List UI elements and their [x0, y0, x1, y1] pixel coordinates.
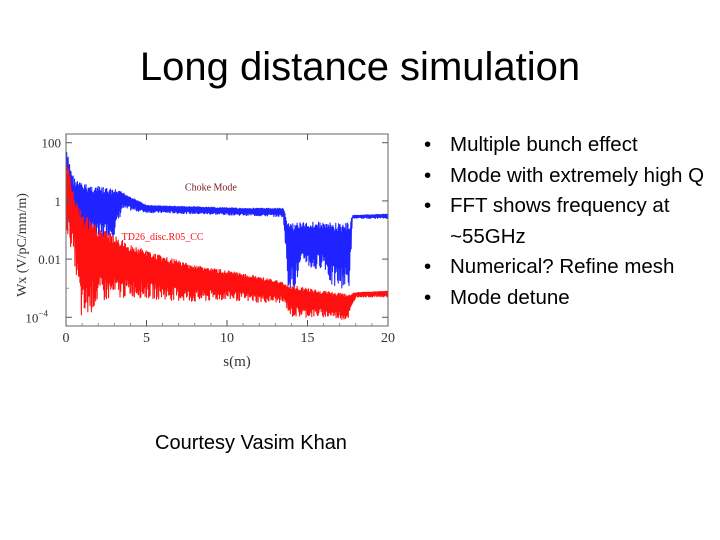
y-tick-label: 0.01	[38, 252, 61, 267]
series-line-choke-mode	[65, 151, 389, 289]
x-tick-label: 10	[220, 331, 234, 346]
y-tick-label: 1	[55, 194, 62, 209]
x-tick-label: 5	[143, 331, 150, 346]
chart-svg: 0 5 10 15 20 100 1 0.01 10−4 s(m) Wx (V/pC/mm/m) C…	[15, 133, 395, 370]
bullet-item: Mode with extremely high Q	[424, 161, 714, 192]
series-line-td26-disc	[65, 165, 389, 320]
td26-disc-annotation: TD26_disc.R05_CC	[122, 232, 204, 243]
y-axis-label: Wx (V/pC/mm/m)	[15, 193, 30, 297]
series-layer	[65, 151, 389, 320]
bullet-list: Multiple bunch effect Mode with extremel…	[424, 130, 714, 313]
annotation-layer: Choke Mode TD26_disc.R05_CC	[122, 183, 238, 243]
bullet-item: Multiple bunch effect	[424, 130, 714, 161]
bullet-item: Mode detune	[424, 283, 714, 314]
bullet-item: FFT shows frequency at ~55GHz	[424, 191, 714, 252]
y-tick-label: 10−4	[25, 308, 48, 325]
courtesy-credit: Courtesy Vasim Khan	[155, 432, 347, 454]
x-tick-label: 0	[63, 331, 70, 346]
y-tick-label: 100	[42, 136, 62, 151]
x-axis-label: s(m)	[223, 354, 251, 370]
bullet-item: Numerical? Refine mesh	[424, 252, 714, 283]
choke-mode-annotation: Choke Mode	[185, 183, 238, 194]
wake-potential-plot: 0 5 10 15 20 100 1 0.01 10−4 s(m) Wx (V/pC/mm/m) C…	[10, 128, 400, 378]
axes-layer: 0 5 10 15 20 100 1 0.01 10−4 s(m) Wx (V/pC/mm/m)	[15, 133, 395, 370]
slide-title: Long distance simulation	[139, 45, 581, 89]
x-tick-label: 15	[301, 331, 315, 346]
x-tick-label: 20	[381, 331, 395, 346]
